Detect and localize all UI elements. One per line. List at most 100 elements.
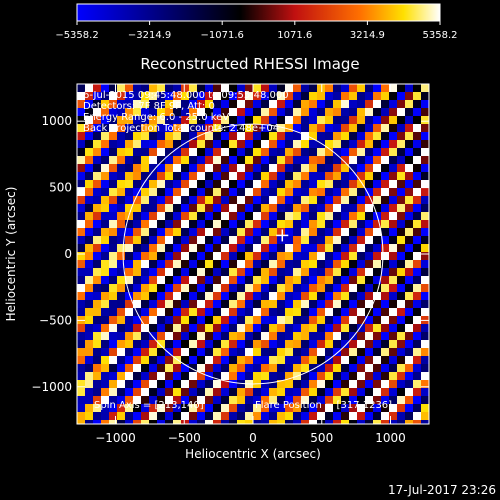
heatmap-cell <box>373 332 382 341</box>
heatmap-cell <box>365 356 374 365</box>
heatmap-cell <box>213 100 222 109</box>
heatmap-cell <box>381 420 390 424</box>
heatmap-cell <box>349 108 358 117</box>
heatmap-cell <box>277 140 286 149</box>
heatmap-cell <box>253 340 262 349</box>
heatmap-cell <box>389 252 398 261</box>
heatmap-cell <box>213 148 222 157</box>
heatmap-cell <box>141 84 150 93</box>
heatmap-cell <box>373 372 382 381</box>
heatmap-cell <box>229 260 238 269</box>
heatmap-cell <box>189 340 198 349</box>
heatmap-cell <box>125 316 134 325</box>
heatmap-cell <box>261 252 270 261</box>
solar-disk-outline <box>122 123 384 385</box>
heatmap-cell <box>405 116 414 125</box>
heatmap-cell <box>117 284 126 293</box>
heatmap-cell <box>341 316 350 325</box>
heatmap-cell <box>109 196 118 205</box>
heatmap-cell <box>421 172 429 181</box>
heatmap-cell <box>133 244 142 253</box>
heatmap-cell <box>85 236 94 245</box>
heatmap-cell <box>333 204 342 213</box>
heatmap-cell <box>301 260 310 269</box>
heatmap-cell <box>349 300 358 309</box>
heatmap-cell <box>293 420 302 424</box>
heatmap-cell <box>109 420 118 424</box>
heatmap-cell <box>349 364 358 373</box>
heatmap-cell <box>317 284 326 293</box>
heatmap-cell <box>165 396 174 405</box>
heatmap-cell <box>85 300 94 309</box>
heatmap-cell <box>109 84 118 93</box>
heatmap-cell <box>109 100 118 109</box>
heatmap-cell <box>373 188 382 197</box>
heatmap-cell <box>381 324 390 333</box>
heatmap-cell <box>189 148 198 157</box>
heatmap-cell <box>157 172 166 181</box>
heatmap-cell <box>93 268 102 277</box>
heatmap-cell <box>397 148 406 157</box>
heatmap-cell <box>293 100 302 109</box>
heatmap-cell <box>373 156 382 165</box>
heatmap-cell <box>413 172 422 181</box>
heatmap-cell <box>349 276 358 285</box>
chart-title: Reconstructed RHESSI Image <box>140 55 359 73</box>
heatmap-cell <box>373 340 382 349</box>
heatmap-cell <box>309 116 318 125</box>
heatmap-cell <box>165 228 174 237</box>
heatmap-cell <box>221 196 230 205</box>
heatmap-cell <box>341 252 350 261</box>
heatmap-cell <box>93 84 102 93</box>
heatmap-cell <box>389 276 398 285</box>
heatmap-cell <box>213 276 222 285</box>
heatmap-cell <box>309 340 318 349</box>
heatmap-cell <box>205 188 214 197</box>
heatmap-cell <box>277 332 286 341</box>
heatmap-cell <box>317 220 326 229</box>
heatmap-cell <box>365 284 374 293</box>
heatmap-cell <box>181 324 190 333</box>
heatmap-cell <box>189 180 198 189</box>
heatmap-cell <box>197 420 206 424</box>
heatmap-cell <box>93 180 102 189</box>
heatmap-cell <box>125 116 134 125</box>
heatmap-cell <box>117 348 126 357</box>
heatmap-cell <box>221 388 230 397</box>
heatmap-cell <box>317 132 326 141</box>
heatmap-cell <box>285 132 294 141</box>
heatmap-cell <box>285 148 294 157</box>
heatmap-cell <box>413 124 422 133</box>
heatmap-cell <box>173 204 182 213</box>
heatmap-cell <box>173 108 182 117</box>
heatmap-cell <box>93 260 102 269</box>
heatmap-cell <box>221 284 230 293</box>
heatmap-cell <box>261 92 270 101</box>
heatmap-cell <box>261 100 270 109</box>
heatmap-cell <box>237 84 246 93</box>
heatmap-cell <box>397 228 406 237</box>
heatmap-cell <box>381 148 390 157</box>
heatmap-cell <box>349 196 358 205</box>
heatmap-cell <box>373 84 382 93</box>
heatmap-cell <box>413 180 422 189</box>
heatmap-cell <box>117 156 126 165</box>
heatmap-cell <box>173 348 182 357</box>
heatmap-cell <box>205 388 214 397</box>
heatmap-cell <box>109 188 118 197</box>
heatmap-cell <box>421 196 429 205</box>
heatmap-cell <box>309 364 318 373</box>
heatmap-cell <box>85 404 94 413</box>
heatmap-cell <box>413 284 422 293</box>
heatmap-cell <box>325 420 334 424</box>
heatmap-cell <box>397 388 406 397</box>
heatmap-cell <box>157 228 166 237</box>
heatmap-cell <box>261 412 270 421</box>
heatmap-cell <box>77 148 86 157</box>
heatmap-cell <box>373 420 382 424</box>
heatmap-cell <box>117 260 126 269</box>
heatmap-cell <box>277 292 286 301</box>
heatmap-cell <box>277 340 286 349</box>
heatmap-cell <box>325 324 334 333</box>
